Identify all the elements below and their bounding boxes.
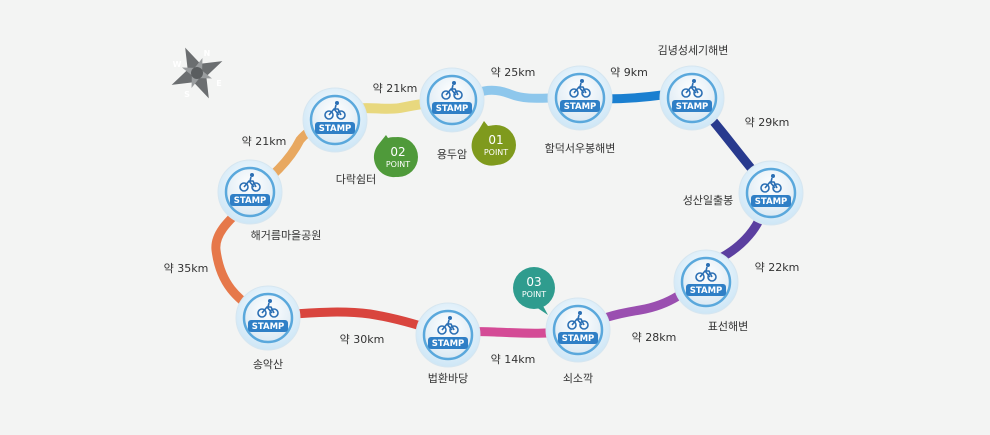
distance-label-2: 약 25km: [491, 65, 536, 79]
point-number-02: 02: [390, 145, 405, 159]
stamp-label: STAMP: [234, 196, 267, 206]
distance-label-10: 약 21km: [242, 134, 287, 148]
compass-s: S: [184, 90, 190, 99]
stamp-label: STAMP: [432, 339, 465, 349]
point-number-03: 03: [526, 275, 541, 289]
point-marker-02: 02 POINT: [373, 135, 418, 178]
stamp-label: STAMP: [676, 102, 709, 112]
stamp-gimnyeong[interactable]: STAMP: [659, 65, 725, 131]
station-label-haegeorim: 해거름마을공원: [251, 228, 322, 242]
stamp-band: [558, 332, 598, 344]
stamp-songaksan[interactable]: STAMP: [235, 285, 301, 351]
stamp-band: [672, 100, 712, 112]
station-label-songaksan: 송악산: [253, 358, 283, 371]
distance-label-1: 약 21km: [373, 81, 418, 95]
compass-icon: N E S W: [171, 47, 223, 99]
station-label-gimnyeong: 김녕성세기해변: [658, 43, 729, 57]
station-label-hamdeok: 함덕서우봉해변: [545, 141, 616, 155]
stamp-yongduam[interactable]: STAMP: [419, 67, 485, 133]
stamp-beophwan[interactable]: STAMP: [415, 302, 481, 368]
stamp-label: STAMP: [755, 197, 788, 207]
stamp-label: STAMP: [436, 104, 469, 114]
point-label-01: POINT: [484, 148, 508, 157]
distance-label-8: 약 30km: [340, 332, 385, 346]
stamp-band: [428, 337, 468, 349]
stamp-hamdeok[interactable]: STAMP: [547, 65, 613, 131]
compass-w: W: [173, 60, 182, 69]
stamp-daraksimteo[interactable]: STAMP: [302, 87, 368, 153]
point-marker-01: 01 POINT: [471, 121, 516, 166]
stamp-band: [248, 320, 288, 332]
point-label-03: POINT: [522, 290, 546, 299]
stamp-label: STAMP: [252, 322, 285, 332]
stamp-band: [230, 194, 270, 206]
station-label-seongsan: 성산일출봉: [683, 193, 734, 207]
stamp-pyoseon[interactable]: STAMP: [673, 249, 739, 315]
compass-e: E: [216, 79, 221, 88]
station-label-yongduam: 용두암: [437, 148, 467, 161]
distance-label-5: 약 22km: [755, 260, 800, 274]
distance-label-3: 약 9km: [610, 65, 648, 79]
distance-label-9: 약 35km: [164, 261, 209, 275]
point-markers: 02 POINT 01 POINT 03 POINT: [373, 121, 555, 315]
stamp-label: STAMP: [564, 102, 597, 112]
point-number-01: 01: [488, 133, 503, 147]
stamp-label: STAMP: [319, 124, 352, 134]
point-marker-03: 03 POINT: [513, 267, 555, 315]
stamp-haegeorim[interactable]: STAMP: [217, 159, 283, 225]
stamp-band: [315, 122, 355, 134]
stamp-label: STAMP: [562, 334, 595, 344]
distance-label-4: 약 29km: [745, 115, 790, 129]
point-label-02: POINT: [386, 160, 410, 169]
stamp-stations: STAMP STAMP STAMP STAMP STAMP STAMP STAMP STAMP…: [217, 65, 804, 368]
compass-n: N: [204, 49, 211, 58]
distance-labels: 약 21km 약 25km 약 9km 약 29km 약 22km 약 28km…: [164, 65, 800, 366]
stamp-label: STAMP: [690, 286, 723, 296]
station-label-soesokkak: 쇠소깍: [563, 372, 593, 385]
distance-label-6: 약 28km: [632, 330, 677, 344]
station-label-daraksimteo: 다락쉼터: [336, 173, 376, 186]
station-labels: 다락쉼터 용두암 함덕서우봉해변 김녕성세기해변 성산일출봉 표선해변 쇠소깍 …: [251, 43, 749, 385]
stamp-band: [432, 102, 472, 114]
stamp-soesokkak[interactable]: STAMP: [545, 297, 611, 363]
stamp-seongsan[interactable]: STAMP: [738, 160, 804, 226]
stamp-band: [686, 284, 726, 296]
stamp-band: [560, 100, 600, 112]
distance-label-7: 약 14km: [491, 352, 536, 366]
stamp-band: [751, 195, 791, 207]
station-label-beophwan: 법환바당: [428, 372, 468, 385]
station-label-pyoseon: 표선해변: [708, 319, 748, 333]
